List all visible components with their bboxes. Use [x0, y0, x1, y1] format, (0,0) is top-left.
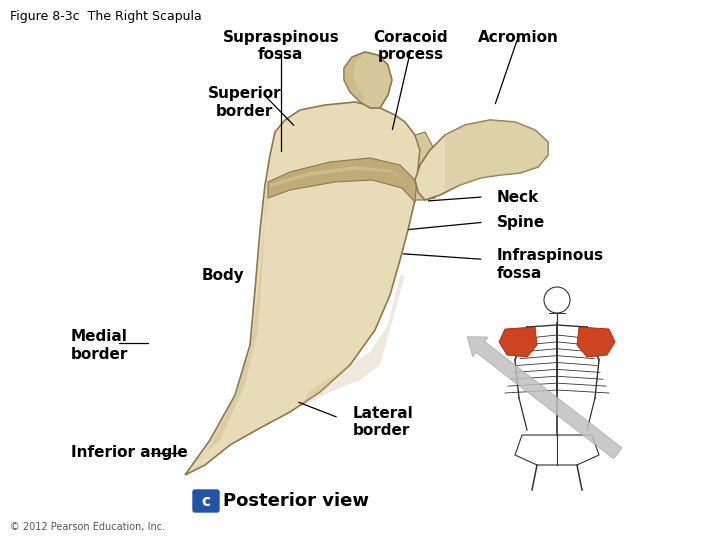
Polygon shape [268, 158, 418, 202]
Polygon shape [344, 52, 392, 108]
Circle shape [544, 287, 570, 313]
Text: Posterior view: Posterior view [223, 492, 369, 510]
Text: © 2012 Pearson Education, Inc.: © 2012 Pearson Education, Inc. [10, 522, 165, 532]
Text: c: c [202, 494, 210, 509]
Polygon shape [415, 132, 440, 200]
Polygon shape [300, 275, 405, 408]
Polygon shape [190, 182, 268, 468]
Polygon shape [185, 102, 420, 475]
Text: Lateral
border: Lateral border [353, 406, 413, 438]
Text: Superior
border: Superior border [208, 86, 282, 119]
Text: Coracoid
process: Coracoid process [373, 30, 448, 62]
Text: Neck: Neck [497, 190, 539, 205]
Text: Figure 8-3c  The Right Scapula: Figure 8-3c The Right Scapula [10, 10, 202, 23]
Text: Spine: Spine [497, 215, 545, 230]
Polygon shape [415, 120, 548, 200]
Text: Supraspinous
fossa: Supraspinous fossa [222, 30, 339, 62]
Polygon shape [344, 56, 365, 102]
Text: Medial
border: Medial border [71, 329, 128, 362]
Text: Inferior angle: Inferior angle [71, 445, 187, 460]
FancyBboxPatch shape [193, 490, 219, 512]
Polygon shape [270, 166, 408, 187]
Polygon shape [499, 327, 537, 357]
Polygon shape [515, 435, 599, 465]
Text: Body: Body [202, 268, 245, 283]
Text: Infraspinous
fossa: Infraspinous fossa [497, 248, 604, 281]
Polygon shape [445, 120, 548, 190]
Polygon shape [577, 327, 615, 357]
FancyArrowPatch shape [467, 337, 622, 459]
Text: Acromion: Acromion [478, 30, 559, 45]
